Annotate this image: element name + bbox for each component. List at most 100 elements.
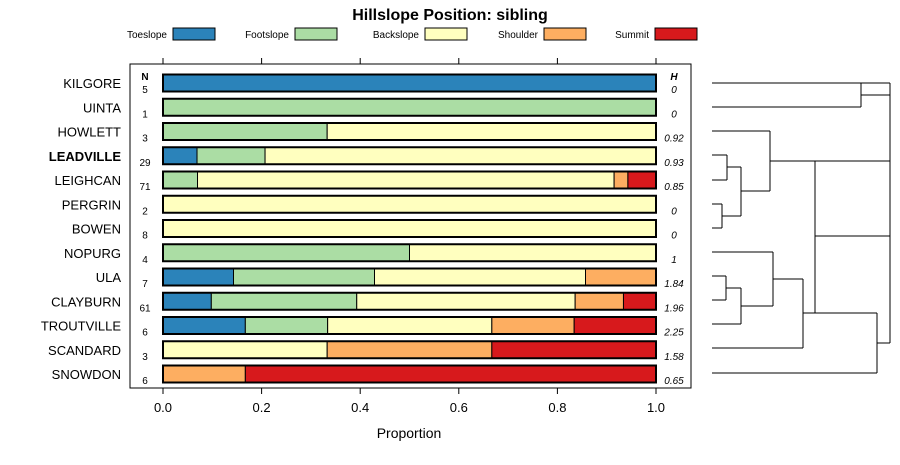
row-label: NOPURG xyxy=(64,246,121,261)
x-axis-title: Proportion xyxy=(377,425,442,441)
bar-segment xyxy=(162,292,212,311)
bar-segment xyxy=(162,340,328,359)
bar-segment xyxy=(210,292,358,311)
bar-segment xyxy=(613,171,629,189)
n-value: 61 xyxy=(139,303,151,314)
bar-segment xyxy=(491,340,657,359)
row-label: SNOWDON xyxy=(52,367,121,382)
bar-segment xyxy=(162,122,328,141)
rows: KILGORE 5 0 UINTA 1 0 HOWLETT 3 0.92 LEADVILLE 29 0… xyxy=(41,73,684,387)
bar-segment xyxy=(197,171,615,189)
row-label: HOWLETT xyxy=(57,125,121,140)
n-value: 8 xyxy=(142,231,148,242)
h-header: H xyxy=(670,72,678,83)
bar-segment xyxy=(373,268,587,286)
n-value: 4 xyxy=(142,255,148,266)
bar-segment xyxy=(162,74,657,92)
bar-segment xyxy=(573,316,657,335)
bar-segment xyxy=(162,98,657,117)
bar-segment xyxy=(162,316,246,335)
h-value: 1.96 xyxy=(664,303,684,314)
h-value: 0.93 xyxy=(664,158,684,169)
bar-segment xyxy=(574,292,624,311)
bar-outline xyxy=(162,316,657,335)
legend-label: Backslope xyxy=(373,30,420,41)
bar-segment xyxy=(409,243,657,262)
bar-segment xyxy=(162,268,234,286)
n-value: 3 xyxy=(142,134,148,145)
bar-outline xyxy=(162,146,657,166)
bar-segment xyxy=(196,146,266,165)
legend-label: Shoulder xyxy=(498,30,539,41)
x-tick-label: 1.0 xyxy=(647,400,665,415)
h-value: 0 xyxy=(671,206,677,217)
bar-outline xyxy=(162,97,657,117)
bar-outline xyxy=(162,73,657,93)
n-header: N xyxy=(141,72,148,83)
row-label: CLAYBURN xyxy=(51,294,121,309)
x-tick-label: 0.4 xyxy=(351,400,369,415)
bar-segment xyxy=(162,243,410,262)
bar-segment xyxy=(585,268,657,286)
legend-label: Footslope xyxy=(245,30,289,41)
x-tick-label: 0.8 xyxy=(548,400,566,415)
bar-segment xyxy=(162,365,246,383)
n-value: 71 xyxy=(139,182,151,193)
chart-title: Hillslope Position: sibling xyxy=(352,7,548,24)
bar-outline xyxy=(162,219,657,238)
legend-swatch xyxy=(294,27,338,41)
bar-segment xyxy=(244,365,657,383)
row-label: TROUTVILLE xyxy=(41,319,122,334)
row-label: KILGORE xyxy=(63,76,121,91)
n-value: 29 xyxy=(139,158,151,169)
bar-segment xyxy=(162,171,199,189)
bar-segment xyxy=(327,316,493,335)
row-label: PERGRIN xyxy=(62,197,121,212)
legend: Toeslope Footslope Backslope Shoulder Summit xyxy=(127,27,698,41)
x-tick-label: 0.6 xyxy=(450,400,468,415)
legend-swatch xyxy=(543,27,587,41)
bar-outline xyxy=(162,243,657,263)
bar-outline xyxy=(162,122,657,141)
n-value: 5 xyxy=(142,85,148,96)
bar-segment xyxy=(162,195,657,214)
h-value: 0 xyxy=(671,231,677,242)
row-label: ULA xyxy=(96,270,122,285)
bar-outline xyxy=(162,170,657,190)
n-value: 7 xyxy=(142,279,148,290)
bar-outline xyxy=(162,267,657,287)
x-tick-label: 0.0 xyxy=(154,400,172,415)
row-label: UINTA xyxy=(83,100,121,115)
legend-swatch xyxy=(654,27,698,41)
n-value: 3 xyxy=(142,352,148,363)
bar-outline xyxy=(162,364,657,384)
dendrogram xyxy=(712,82,891,374)
h-value: 0.85 xyxy=(664,182,684,193)
bar-outline xyxy=(162,340,657,360)
h-value: 0.92 xyxy=(664,134,684,145)
n-value: 2 xyxy=(142,206,148,217)
bar-segment xyxy=(627,171,657,189)
legend-label: Summit xyxy=(615,30,649,41)
legend-label: Toeslope xyxy=(127,30,167,41)
h-value: 1 xyxy=(671,255,677,266)
bar-segment xyxy=(162,219,657,238)
bar-segment xyxy=(232,268,375,286)
bar-segment xyxy=(356,292,576,311)
bar-outline xyxy=(162,291,657,311)
bar-outline xyxy=(162,194,657,214)
row-label: SCANDARD xyxy=(48,343,121,358)
bar-segment xyxy=(264,146,657,165)
x-tick-label: 0.2 xyxy=(253,400,271,415)
n-value: 6 xyxy=(142,376,148,387)
plot-panel xyxy=(129,63,692,389)
x-axis: 0.0 0.2 0.4 0.6 0.8 1.0 xyxy=(154,58,665,415)
h-value: 2.25 xyxy=(663,328,684,339)
row-label: LEIGHCAN xyxy=(55,173,121,188)
h-value: 0 xyxy=(671,85,677,96)
n-value: 1 xyxy=(142,109,148,120)
bar-segment xyxy=(622,292,657,311)
h-value: 0 xyxy=(671,109,677,120)
bar-segment xyxy=(244,316,329,335)
